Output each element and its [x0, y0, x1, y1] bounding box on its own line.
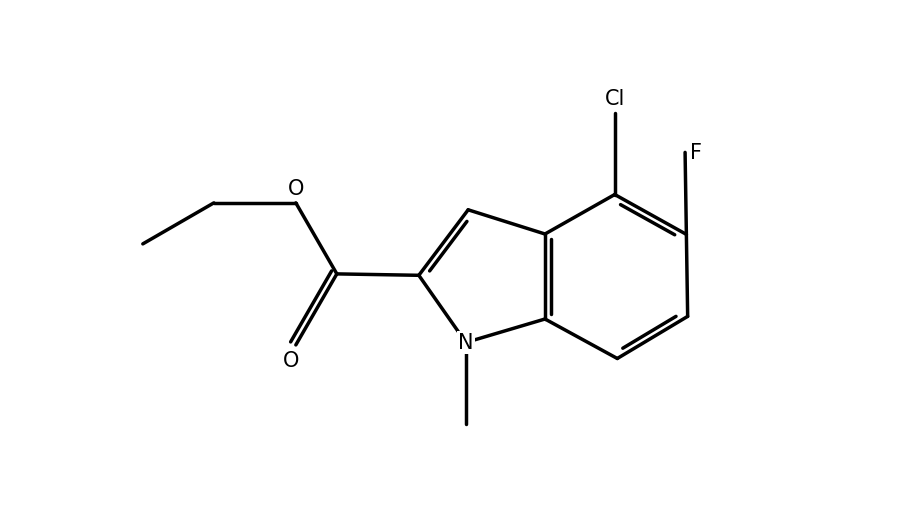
Text: F: F — [690, 143, 702, 163]
Text: N: N — [458, 333, 474, 353]
Text: O: O — [283, 350, 299, 370]
Text: Cl: Cl — [604, 88, 625, 108]
Text: O: O — [287, 179, 304, 198]
